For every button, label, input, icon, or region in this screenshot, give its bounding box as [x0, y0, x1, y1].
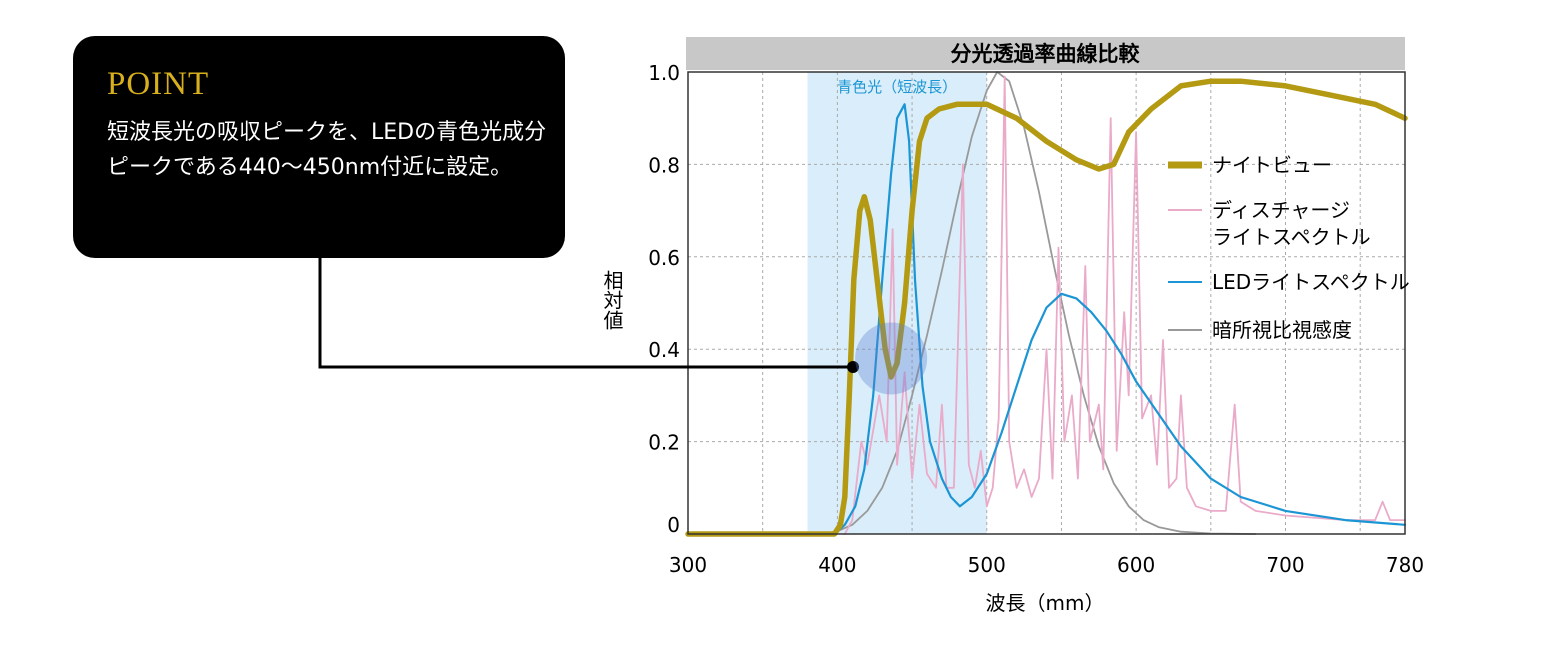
- legend-label-2: LEDライトスペクトル: [1212, 270, 1410, 294]
- y-tick-label: 0: [667, 513, 680, 537]
- chart-title: 分光透過率曲線比較: [951, 42, 1141, 66]
- legend-label-1: ディスチャージライトスペクトル: [1212, 198, 1371, 249]
- callout-connector-dot: [847, 361, 859, 373]
- series-line-1: [843, 75, 1406, 535]
- point-callout: POINT 短波長光の吸収ピークを、LEDの青色光成分ピークである440〜450…: [73, 36, 565, 258]
- callout-connector-line: [318, 258, 852, 369]
- callout-body: 短波長光の吸収ピークを、LEDの青色光成分ピークである440〜450nm付近に設…: [107, 120, 547, 180]
- x-tick-label: 400: [818, 553, 856, 577]
- x-axis-label: 波長（mm）: [986, 591, 1105, 615]
- series-line-3: [806, 71, 1257, 535]
- y-tick-label: 1.0: [648, 61, 680, 85]
- y-tick-label: 0.8: [648, 153, 680, 177]
- callout-title: POINT: [107, 66, 210, 102]
- y-tick-label: 0.4: [648, 338, 680, 362]
- plot-frame: [687, 71, 1406, 535]
- x-tick-label: 300: [669, 553, 707, 577]
- highlight-circle: [855, 322, 928, 395]
- series-line-0: [685, 78, 1408, 537]
- y-tick-label: 0.2: [648, 431, 680, 455]
- x-tick-label: 600: [1117, 553, 1155, 577]
- blue-light-band-label: 青色光（短波長）: [837, 78, 957, 96]
- x-tick-label: 780: [1386, 553, 1424, 577]
- chart-title-bar: [686, 37, 1405, 70]
- y-tick-label: 0.6: [648, 246, 680, 270]
- y-axis-label: 相対値: [600, 270, 624, 330]
- legend-label-3: 暗所視比視感度: [1212, 318, 1352, 342]
- grid: [688, 72, 1405, 534]
- series-layer: [685, 71, 1408, 537]
- legend-label-0: ナイトビュー: [1212, 153, 1332, 177]
- x-tick-label: 500: [968, 553, 1006, 577]
- x-tick-label: 700: [1266, 553, 1304, 577]
- series-line-2: [686, 103, 1407, 536]
- axes: 300 400 500 600 700 780 0 0.2 0.4 0.6 0.8 1.0: [648, 61, 1424, 577]
